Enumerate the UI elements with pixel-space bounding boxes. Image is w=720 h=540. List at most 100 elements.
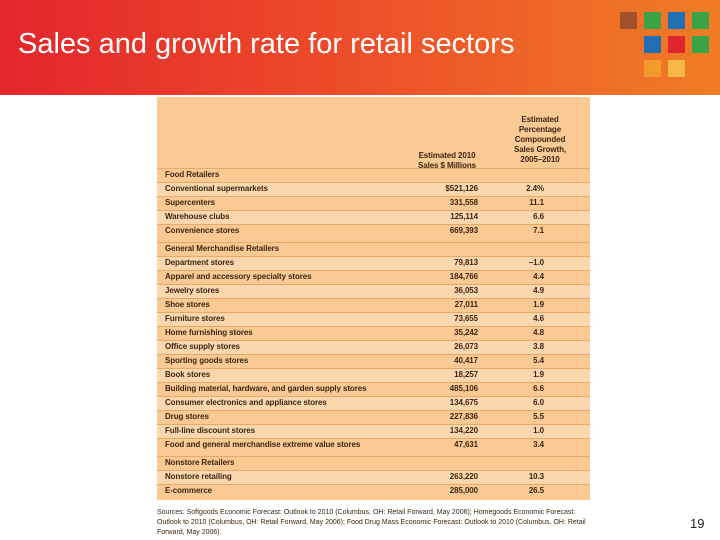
- table-row: [157, 210, 590, 225]
- table-row: [157, 340, 590, 355]
- table-row: [157, 256, 590, 271]
- row-label: Furniture stores: [165, 314, 225, 323]
- deco-square: [644, 60, 661, 77]
- row-label: Jewelry stores: [165, 286, 220, 295]
- title-bar: [0, 0, 720, 95]
- column-header: Estimated 2010: [418, 151, 476, 160]
- growth-cell: 5.4: [533, 356, 544, 365]
- growth-cell: 1.9: [533, 370, 544, 379]
- table-row: [157, 224, 590, 239]
- row-label: Consumer electronics and appliance store…: [165, 398, 327, 407]
- sales-cell: $521,126: [445, 184, 478, 193]
- table-row: [157, 424, 590, 439]
- sales-cell: 485,106: [449, 384, 478, 393]
- row-label: Apparel and accessory specialty stores: [165, 272, 312, 281]
- deco-square: [668, 12, 685, 29]
- row-label: Conventional supermarkets: [165, 184, 268, 193]
- table-row: [157, 312, 590, 327]
- row-label: Home furnishing stores: [165, 328, 253, 337]
- row-label: Book stores: [165, 370, 211, 379]
- growth-cell: 3.8: [533, 342, 544, 351]
- section-row: [157, 456, 590, 471]
- growth-cell: 26.5: [528, 486, 544, 495]
- sales-cell: 263,220: [449, 472, 478, 481]
- row-label: Sporting goods stores: [165, 356, 249, 365]
- sales-cell: 184,766: [449, 272, 478, 281]
- deco-square: [668, 60, 685, 77]
- table: Estimated 2010 Sales $ Millions Estimated P…: [157, 97, 590, 500]
- growth-cell: 3.4: [533, 440, 544, 449]
- table-row: [157, 326, 590, 341]
- table-row: [157, 298, 590, 313]
- section-title: Nonstore Retailers: [165, 458, 235, 467]
- growth-cell: 5.5: [533, 412, 544, 421]
- row-label: Department stores: [165, 258, 234, 267]
- growth-cell: 7.1: [533, 226, 544, 235]
- sales-cell: 35,242: [454, 328, 478, 337]
- growth-cell: 6.6: [533, 384, 544, 393]
- sales-cell: 227,836: [449, 412, 478, 421]
- section-title: Food Retailers: [165, 170, 220, 179]
- deco-square: [692, 12, 709, 29]
- deco-square: [644, 12, 661, 29]
- growth-cell: 6.6: [533, 212, 544, 221]
- column-header: 2005–2010: [520, 155, 560, 164]
- section-row: [157, 168, 590, 183]
- column-header: Percentage: [518, 125, 562, 134]
- table-row: [157, 438, 590, 453]
- row-label: Office supply stores: [165, 342, 240, 351]
- sales-cell: 27,011: [454, 300, 479, 309]
- row-label: Convenience stores: [165, 226, 240, 235]
- sales-cell: 73,655: [454, 314, 478, 323]
- table-row: [157, 382, 590, 397]
- column-header: Sales Growth,: [513, 145, 567, 154]
- sales-cell: 134,675: [449, 398, 478, 407]
- sales-cell: 285,000: [449, 486, 478, 495]
- growth-cell: 2.4%: [526, 184, 544, 193]
- deco-square: [644, 36, 661, 53]
- sources: Sources: Softgoods Economic Forecast: Ou…: [157, 509, 586, 536]
- growth-cell: 11.1: [529, 198, 544, 207]
- sales-cell: 669,393: [449, 226, 478, 235]
- table-row: [157, 196, 590, 211]
- row-label: Supercenters: [165, 198, 215, 207]
- sales-cell: 26,073: [454, 342, 478, 351]
- slide-title: Sales and growth rate for retail sectors: [18, 28, 515, 60]
- growth-cell: 4.6: [533, 314, 544, 323]
- table-row: [157, 368, 590, 383]
- row-label: Full-line discount stores: [165, 426, 255, 435]
- growth-cell: 6.0: [533, 398, 544, 407]
- table-row: [157, 484, 590, 499]
- deco-square: [692, 36, 709, 53]
- table-row: [157, 284, 590, 299]
- row-label: Nonstore retailing: [165, 472, 232, 481]
- row-label: Building material, hardware, and garden …: [165, 384, 367, 393]
- page-number: 19: [690, 516, 705, 531]
- deco-square: [668, 36, 685, 53]
- sales-cell: 18,257: [454, 370, 478, 379]
- growth-cell: 4.9: [533, 286, 544, 295]
- sales-cell: 134,220: [449, 426, 478, 435]
- growth-cell: 4.4: [533, 272, 544, 281]
- section-row: [157, 242, 590, 257]
- table-row: [157, 396, 590, 411]
- row-label: E-commerce: [165, 486, 213, 495]
- column-header: Estimated: [521, 115, 559, 124]
- column-header: Compounded: [514, 135, 566, 144]
- sales-cell: 36,053: [454, 286, 478, 295]
- deco-square: [620, 12, 637, 29]
- column-header: Sales $ Millions: [418, 161, 476, 170]
- sales-cell: 79,813: [454, 258, 478, 267]
- section-title: General Merchandise Retailers: [165, 244, 280, 253]
- sales-cell: 47,631: [454, 440, 478, 449]
- row-label: Food and general merchandise extreme val…: [165, 440, 361, 449]
- growth-cell: 4.8: [533, 328, 544, 337]
- table-row: [157, 470, 590, 485]
- table-row: [157, 354, 590, 369]
- growth-cell: –1.0: [528, 258, 544, 267]
- growth-cell: 10.3: [528, 472, 544, 481]
- row-label: Warehouse clubs: [165, 212, 230, 221]
- row-label: Drug stores: [165, 412, 209, 421]
- growth-cell: 1.0: [533, 426, 544, 435]
- table-row: [157, 182, 590, 197]
